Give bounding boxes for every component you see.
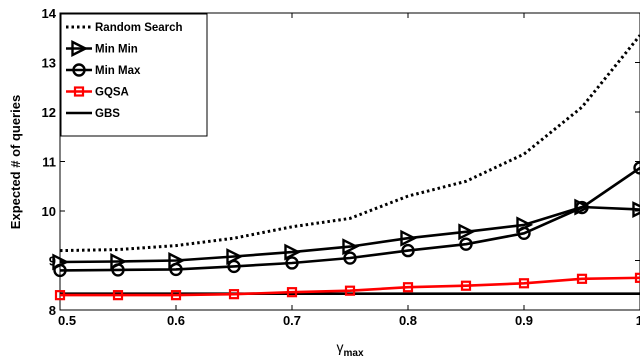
legend-label: GBS bbox=[95, 108, 120, 120]
series-line bbox=[59, 166, 640, 272]
triangle-marker bbox=[342, 238, 360, 256]
x-tick-label: 0.6 bbox=[167, 313, 185, 328]
x-axis-label-symbol: γ bbox=[336, 339, 343, 355]
series-random-search bbox=[59, 34, 640, 253]
y-tick-label: 8 bbox=[49, 303, 56, 318]
triangle-marker bbox=[400, 229, 418, 247]
square-marker bbox=[402, 282, 414, 293]
triangle-marker bbox=[52, 253, 70, 271]
legend-item: Min Max bbox=[66, 63, 141, 77]
square-marker bbox=[286, 287, 298, 298]
triangle-marker bbox=[284, 243, 302, 261]
square-marker bbox=[170, 290, 182, 301]
triangle-marker bbox=[226, 248, 244, 265]
x-tick-label: 1 bbox=[636, 313, 640, 328]
series-gqsa bbox=[54, 272, 640, 301]
square-marker bbox=[460, 280, 472, 291]
triangle-marker bbox=[516, 216, 534, 234]
legend-item: Min Min bbox=[66, 40, 138, 57]
circle-marker bbox=[343, 251, 357, 265]
triangle-marker bbox=[71, 40, 89, 57]
series-line bbox=[59, 34, 640, 253]
y-tick-label: 10 bbox=[42, 204, 56, 219]
circle-marker bbox=[72, 63, 86, 77]
series-min-min bbox=[52, 198, 640, 271]
legend-item: Random Search bbox=[66, 22, 183, 34]
y-tick-label: 13 bbox=[42, 56, 56, 71]
legend: Random Search Min Min Min Max GQSA GBS bbox=[60, 13, 208, 137]
y-tick-label: 12 bbox=[42, 105, 56, 120]
circle-marker bbox=[401, 243, 415, 258]
x-axis-label: γmax bbox=[336, 339, 363, 359]
square-marker bbox=[634, 272, 640, 283]
x-tick-label: 0.8 bbox=[399, 313, 417, 328]
square-marker bbox=[112, 290, 124, 301]
square-marker bbox=[73, 86, 85, 97]
legend-label: Min Min bbox=[95, 44, 138, 56]
circle-marker bbox=[285, 256, 299, 270]
triangle-marker bbox=[632, 201, 640, 218]
square-marker bbox=[576, 273, 588, 284]
square-marker bbox=[228, 289, 240, 300]
x-tick-label: 0.7 bbox=[283, 313, 301, 328]
circle-marker bbox=[633, 161, 640, 175]
legend-label: GQSA bbox=[95, 87, 129, 99]
legend-label: Min Max bbox=[95, 65, 141, 77]
square-marker bbox=[344, 285, 356, 296]
series-line bbox=[59, 205, 640, 264]
triangle-marker bbox=[110, 253, 128, 270]
triangle-marker bbox=[168, 252, 186, 269]
legend-box bbox=[60, 13, 208, 137]
x-tick-label: 0.9 bbox=[515, 313, 533, 328]
x-tick-label: 0.5 bbox=[58, 313, 76, 328]
series-layer bbox=[52, 34, 640, 301]
y-axis-label: Expected # of queries bbox=[8, 95, 23, 229]
y-tick-label: 14 bbox=[42, 6, 57, 21]
y-tick-label: 11 bbox=[42, 155, 56, 170]
series-min-max bbox=[53, 161, 640, 278]
square-marker bbox=[54, 290, 66, 301]
triangle-marker bbox=[458, 223, 476, 241]
series-line bbox=[60, 276, 640, 297]
legend-label: Random Search bbox=[95, 22, 183, 34]
x-axis-label-subscript: max bbox=[343, 348, 363, 359]
triangle-marker bbox=[574, 198, 592, 216]
circle-marker bbox=[459, 237, 473, 251]
legend-item: GQSA bbox=[66, 86, 129, 99]
square-marker bbox=[518, 278, 530, 289]
legend-item: GBS bbox=[66, 108, 120, 120]
